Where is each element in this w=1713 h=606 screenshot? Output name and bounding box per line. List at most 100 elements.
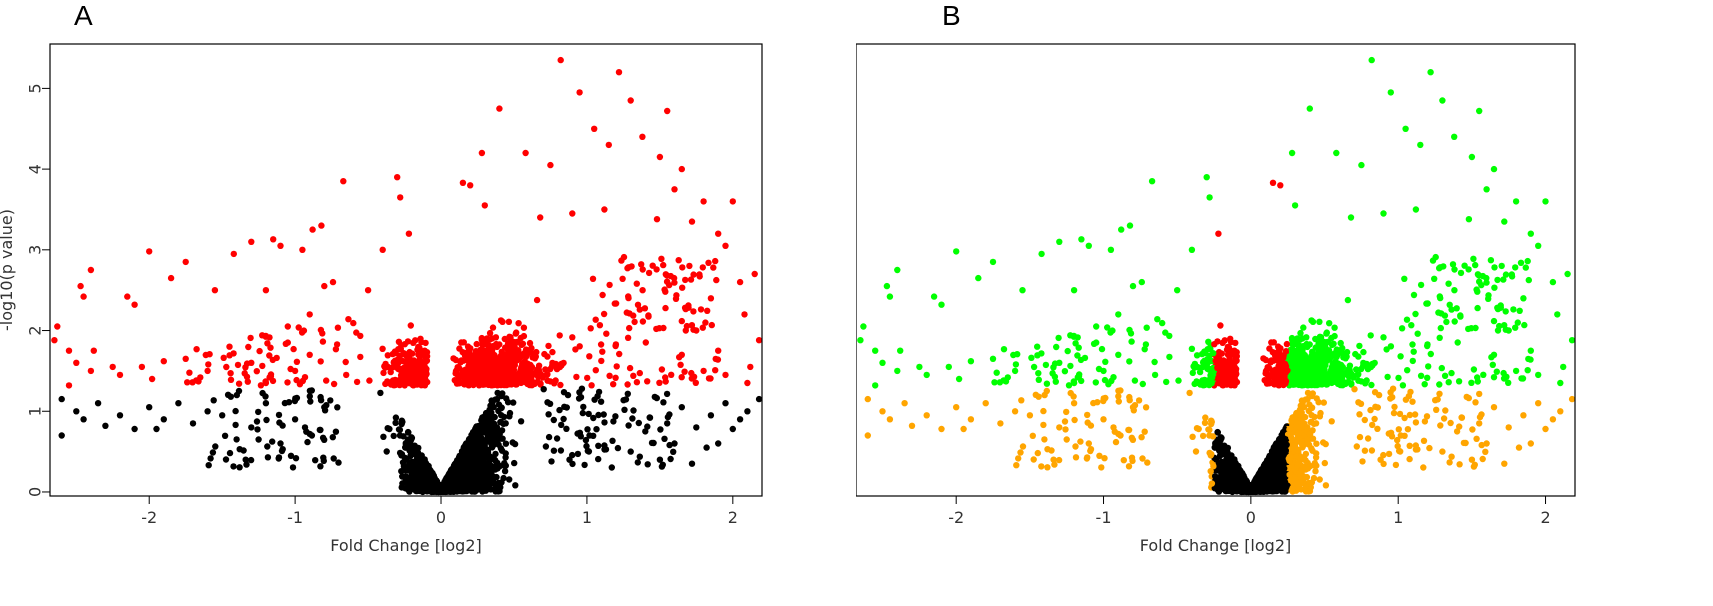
data-point — [402, 485, 409, 492]
data-point — [481, 202, 488, 209]
data-point — [224, 391, 232, 398]
data-point — [1075, 344, 1082, 351]
data-point — [333, 341, 341, 348]
data-point — [1398, 325, 1406, 332]
x-tick-label: 1 — [582, 508, 592, 527]
data-point — [403, 357, 410, 364]
data-point — [332, 346, 340, 353]
data-point — [209, 449, 217, 456]
data-point — [1380, 334, 1387, 341]
data-point — [1231, 382, 1238, 389]
data-point — [345, 316, 352, 323]
data-point — [894, 266, 901, 274]
data-point — [975, 274, 982, 282]
data-point — [94, 400, 102, 407]
data-point — [1166, 353, 1173, 361]
data-point — [1387, 343, 1395, 350]
data-point — [1215, 230, 1222, 237]
data-point — [455, 456, 463, 463]
data-point — [612, 374, 619, 381]
data-point — [256, 347, 263, 355]
data-point — [1333, 149, 1340, 157]
data-point — [480, 365, 487, 372]
data-point — [1397, 353, 1404, 360]
data-point — [319, 434, 327, 441]
data-point — [901, 400, 908, 407]
data-point — [644, 378, 651, 385]
data-point — [392, 419, 399, 426]
data-point — [131, 425, 138, 433]
data-point — [583, 442, 590, 450]
data-point — [1186, 389, 1193, 397]
data-point — [633, 379, 641, 386]
data-point — [1448, 369, 1455, 377]
data-point — [1535, 400, 1542, 407]
data-point — [1470, 366, 1478, 373]
data-point — [611, 300, 618, 307]
data-point — [300, 327, 308, 334]
data-point — [253, 418, 261, 425]
data-point — [982, 400, 989, 407]
data-point — [1515, 444, 1523, 451]
data-point — [736, 416, 744, 423]
data-point — [1445, 280, 1452, 287]
data-point — [1516, 307, 1523, 314]
data-point — [1520, 295, 1527, 302]
data-point — [592, 367, 599, 374]
data-point — [1337, 368, 1344, 375]
data-point — [577, 394, 585, 401]
data-point — [662, 304, 669, 312]
data-point — [1448, 306, 1455, 313]
data-point — [335, 459, 342, 466]
data-point — [415, 351, 422, 358]
data-point — [1166, 332, 1173, 340]
data-point — [1564, 270, 1571, 278]
data-point — [557, 56, 564, 64]
data-point — [713, 276, 720, 284]
data-point — [502, 344, 509, 351]
data-point — [87, 367, 95, 375]
data-point — [663, 390, 671, 398]
x-tick-label: -1 — [287, 508, 303, 527]
data-point — [1380, 210, 1387, 217]
data-point — [1490, 404, 1498, 411]
data-point — [1225, 374, 1233, 381]
data-point — [677, 361, 684, 368]
data-point — [1065, 382, 1073, 389]
data-point — [908, 422, 916, 429]
data-point — [1277, 182, 1284, 189]
data-point — [465, 352, 472, 359]
data-point — [1308, 378, 1316, 386]
data-point — [267, 344, 274, 351]
data-point — [1554, 311, 1561, 318]
data-point — [1193, 352, 1201, 359]
data-point — [1542, 198, 1549, 205]
data-point — [320, 457, 327, 465]
data-point — [398, 451, 406, 458]
data-point — [656, 379, 663, 386]
data-point — [1323, 329, 1330, 336]
data-point — [416, 346, 424, 353]
data-point — [634, 459, 641, 466]
data-point — [553, 435, 561, 442]
data-point — [405, 230, 413, 237]
data-point — [678, 317, 685, 325]
data-point — [600, 310, 608, 318]
data-point — [1297, 361, 1305, 368]
y-tick-label: 4 — [26, 164, 45, 174]
data-point — [1514, 319, 1521, 326]
data-point — [658, 463, 666, 470]
data-point — [323, 402, 330, 409]
data-point — [1210, 350, 1217, 357]
data-point — [236, 446, 243, 453]
data-point — [1053, 343, 1060, 351]
data-point — [486, 353, 493, 361]
data-point — [419, 456, 426, 463]
data-point — [230, 463, 237, 470]
data-point — [923, 412, 930, 419]
data-point — [1011, 367, 1019, 375]
data-point — [540, 386, 547, 393]
data-point — [1491, 284, 1498, 291]
data-point — [454, 364, 461, 371]
data-point — [945, 363, 952, 371]
